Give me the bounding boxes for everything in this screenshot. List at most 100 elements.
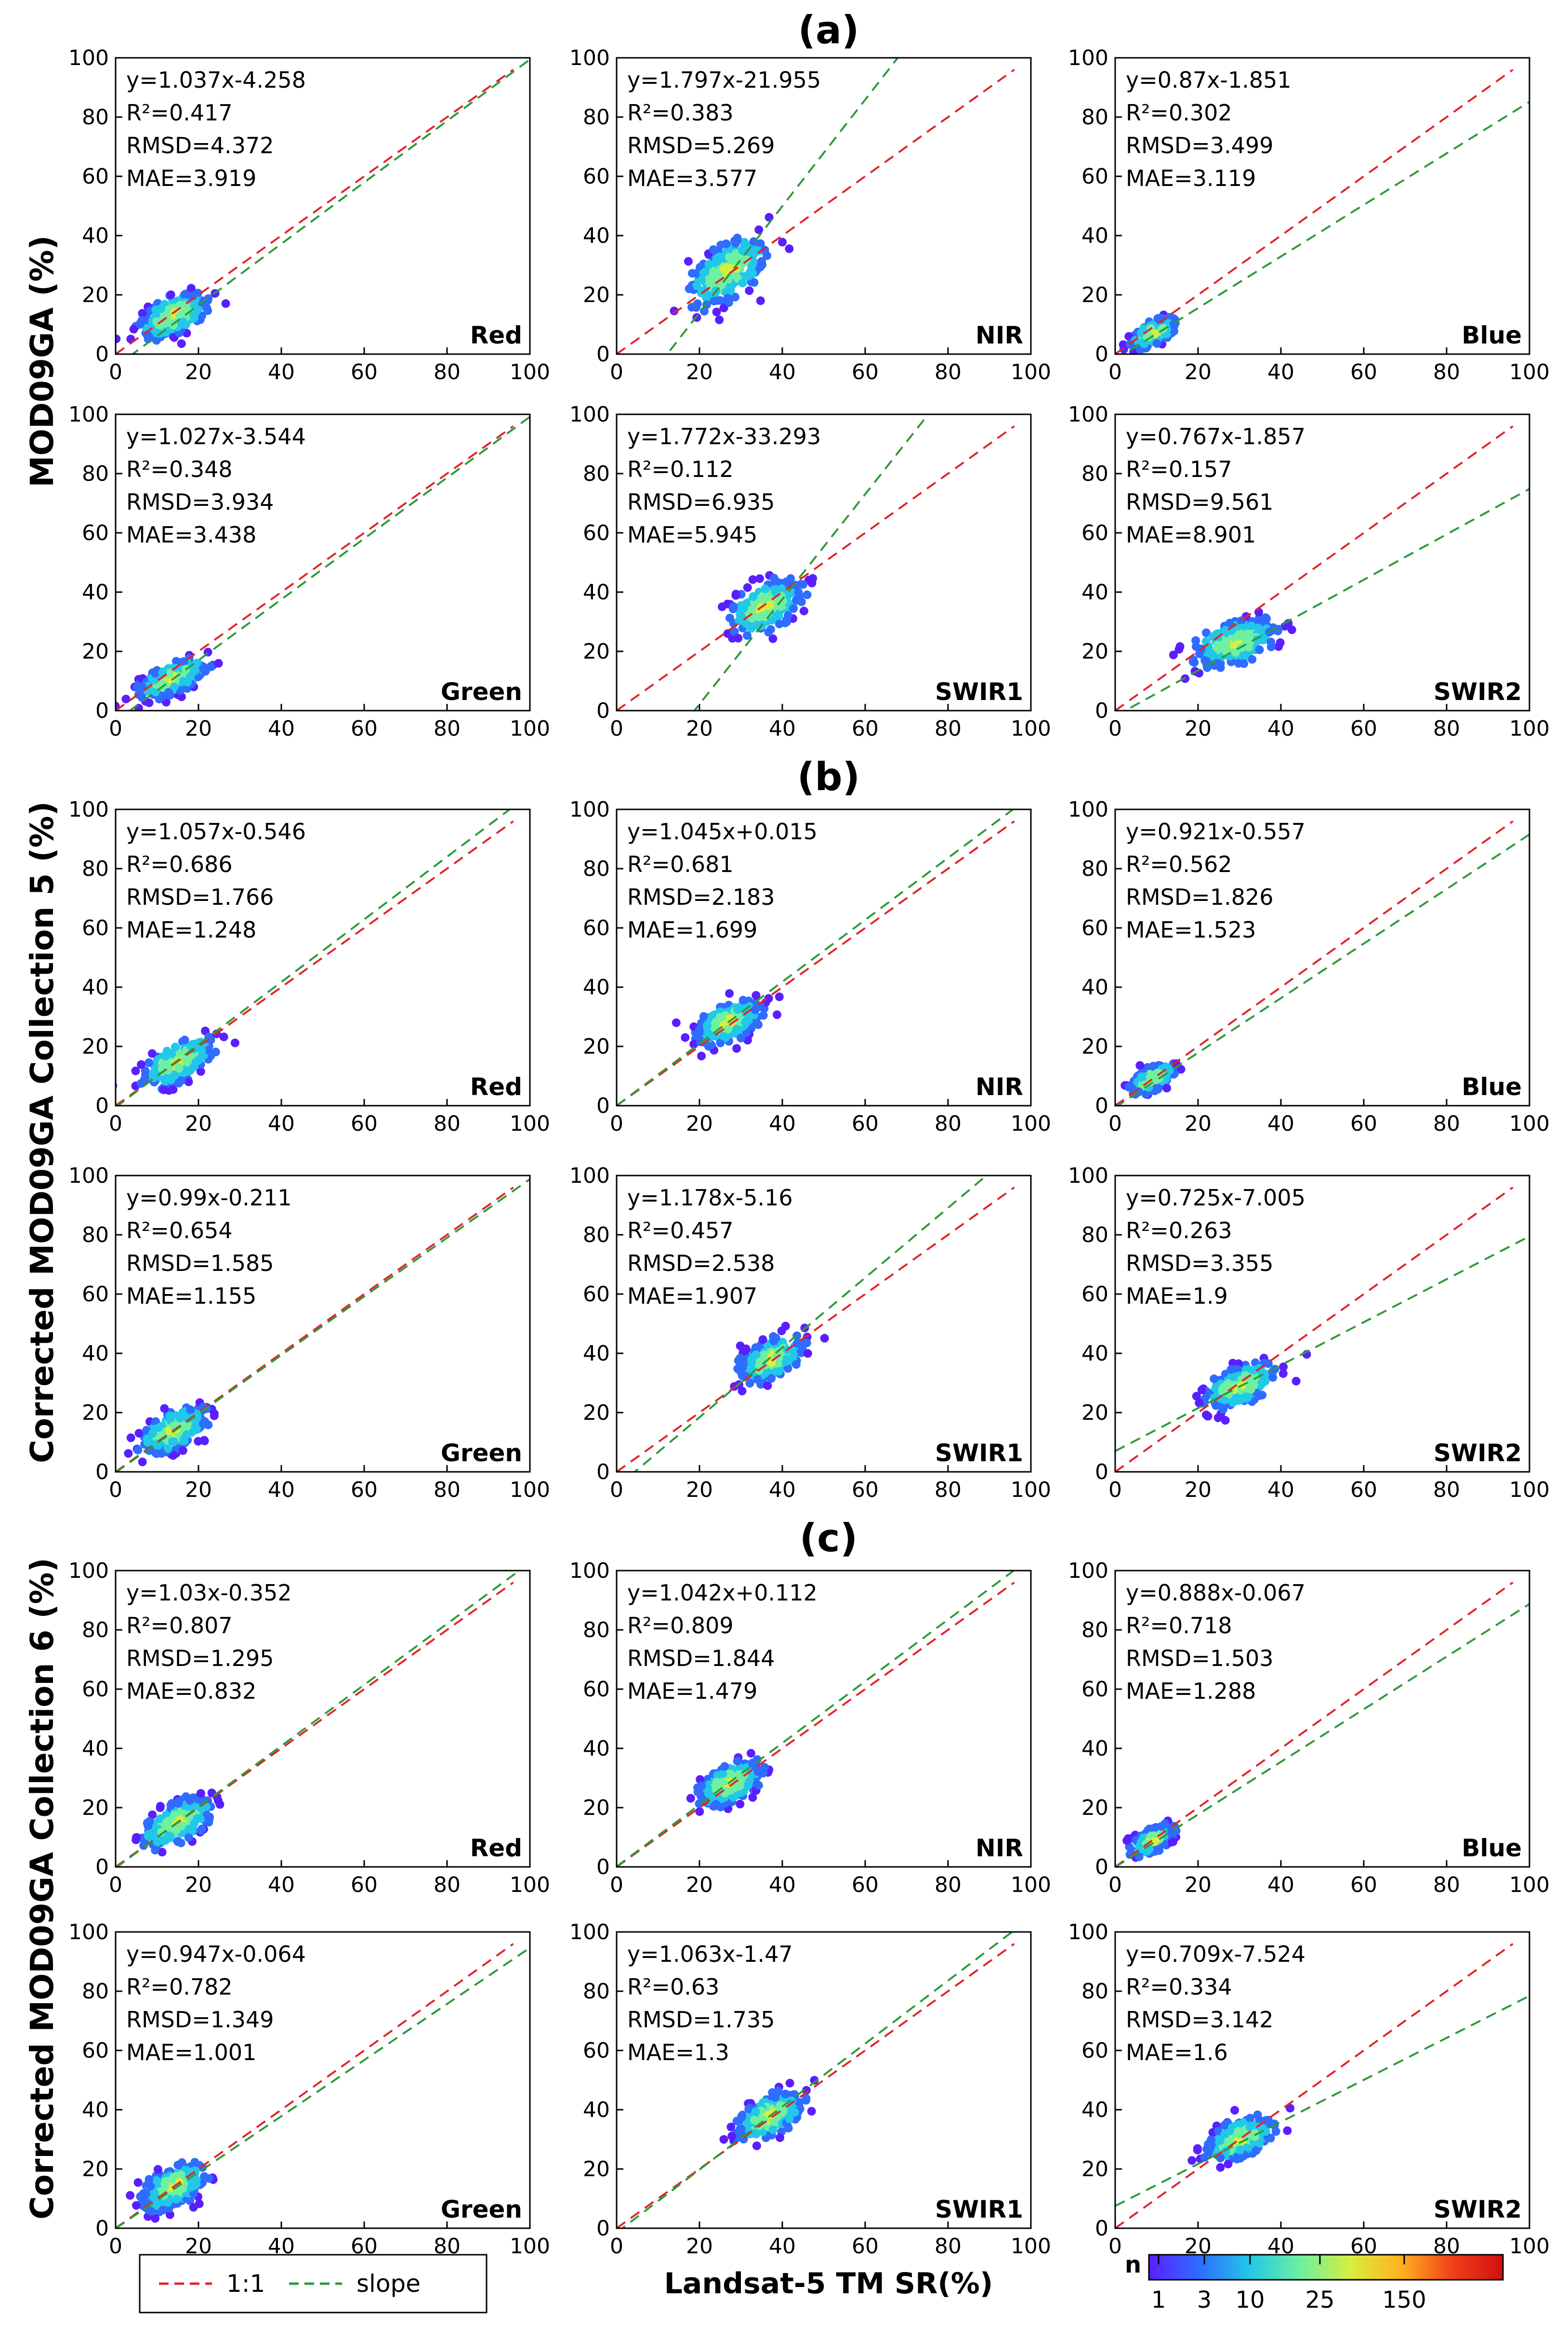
rmsd-label: RMSD=1.503: [1126, 1645, 1274, 1671]
x-tick-label: 80: [935, 716, 962, 741]
scatter-point: [166, 290, 175, 299]
scatter-point: [751, 1760, 761, 1769]
mae-label: MAE=0.832: [126, 1678, 256, 1704]
scatter-point: [740, 1346, 749, 1355]
scatter-point: [778, 238, 787, 247]
scatter-point: [219, 1032, 228, 1042]
scatter-point: [718, 602, 727, 611]
y-tick-label: 0: [95, 342, 109, 367]
point-cloud: [116, 1026, 239, 1095]
x-tick-label: 100: [1509, 1111, 1550, 1136]
slope-line: [116, 1178, 530, 1472]
scatter-point: [759, 1011, 768, 1020]
band-label: SWIR2: [1434, 1439, 1522, 1467]
point-cloud: [116, 284, 230, 348]
y-tick-label: 80: [82, 462, 109, 486]
scatter-panel-red: 0 20 40 60 80 100020406080100y=1.03x-0.352R²=…: [68, 1559, 550, 1897]
scatter-point: [699, 1012, 708, 1021]
scatter-point: [169, 1451, 178, 1460]
scatter-point: [203, 306, 212, 315]
scatter-point: [221, 299, 230, 308]
scatter-point: [151, 669, 160, 678]
x-tick-label: 0: [610, 1111, 623, 1136]
x-tick-label: 0: [1108, 1873, 1122, 1897]
scatter-point: [755, 574, 764, 583]
equation-label: y=1.027x-3.544: [126, 423, 306, 450]
scatter-point: [756, 595, 765, 604]
scatter-point: [1231, 648, 1240, 657]
r-squared-label: R²=0.654: [126, 1217, 233, 1243]
y-tick-label: 40: [82, 1341, 109, 1366]
scatter-point: [685, 284, 694, 293]
scatter-point: [743, 583, 752, 592]
scatter-panel-blue: 0 20 40 60 80 100020406080100y=0.888x-0.067R²…: [1068, 1559, 1550, 1897]
y-tick-label: 100: [1068, 402, 1108, 427]
scatter-point: [141, 1066, 150, 1075]
y-tick-label: 0: [95, 1855, 109, 1879]
plot-frame: [115, 808, 531, 1107]
band-label: Blue: [1462, 1834, 1522, 1862]
point-cloud: [672, 989, 784, 1060]
x-tick-label: 0: [1108, 716, 1122, 741]
x-tick-label: 40: [1267, 1873, 1294, 1897]
r-squared-label: R²=0.562: [1126, 851, 1232, 877]
scatter-point: [184, 1077, 193, 1086]
y-tick-label: 0: [596, 1460, 610, 1484]
scatter-point: [738, 1387, 747, 1396]
y-tick-label: 80: [1081, 857, 1108, 881]
scatter-point: [775, 1367, 784, 1376]
y-tick-label: 0: [596, 342, 610, 367]
scatter-point: [781, 1355, 791, 1364]
scatter-point: [1221, 1416, 1230, 1425]
plot-frame: [1114, 808, 1530, 1107]
y-tick-label: 20: [1081, 1796, 1108, 1820]
y-tick-label: 40: [583, 1736, 610, 1761]
scatter-point: [182, 1430, 191, 1439]
x-tick-label: 20: [1185, 360, 1212, 384]
scatter-point: [121, 694, 131, 703]
x-tick-label: 0: [610, 716, 623, 741]
scatter-point: [1225, 619, 1234, 628]
scatter-point: [731, 249, 740, 258]
scatter-point: [190, 301, 199, 310]
scatter-point: [763, 1381, 772, 1390]
y-tick-label: 100: [569, 1559, 610, 1583]
x-tick-label: 100: [1011, 1478, 1051, 1502]
slope-line: [1115, 1235, 1529, 1452]
x-tick-label: 40: [769, 716, 796, 741]
y-tick-label: 20: [583, 1034, 610, 1059]
y-tick-label: 80: [82, 1618, 109, 1642]
equation-label: y=1.057x-0.546: [126, 819, 306, 845]
mae-label: MAE=1.479: [627, 1678, 757, 1704]
scatter-point: [760, 246, 769, 255]
scatter-point: [722, 239, 731, 249]
equation-label: y=0.99x-0.211: [126, 1185, 292, 1211]
rmsd-label: RMSD=4.372: [126, 132, 274, 159]
r-squared-label: R²=0.348: [126, 456, 233, 482]
scatter-point: [733, 1757, 742, 1766]
x-tick-label: 100: [510, 1478, 550, 1502]
y-tick-label: 0: [1095, 342, 1108, 367]
plot-frame: [616, 1570, 1032, 1868]
r-squared-label: R²=0.718: [1126, 1613, 1232, 1639]
scatter-point: [758, 1335, 767, 1344]
scatter-point: [137, 682, 146, 691]
mae-label: MAE=3.577: [627, 165, 757, 191]
scatter-point: [1162, 1084, 1172, 1093]
scatter-point: [196, 1067, 205, 1076]
y-tick-label: 80: [82, 857, 109, 881]
scatter-point: [1197, 1386, 1206, 1395]
scatter-point: [153, 1441, 162, 1451]
x-tick-label: 40: [769, 1111, 796, 1136]
scatter-point: [1264, 1359, 1273, 1368]
scatter-point: [751, 1005, 760, 1014]
scatter-point: [138, 309, 147, 318]
y-axis-label-c5: Corrected MOD09GA Collection 5 (%): [24, 801, 61, 1463]
scatter-point: [747, 262, 756, 271]
x-tick-label: 40: [268, 1478, 295, 1502]
scatter-point: [1124, 1083, 1133, 1092]
r-squared-label: R²=0.157: [1126, 456, 1232, 482]
scatter-point: [785, 244, 794, 253]
scatter-point: [1274, 642, 1283, 651]
y-tick-label: 0: [1095, 1094, 1108, 1118]
